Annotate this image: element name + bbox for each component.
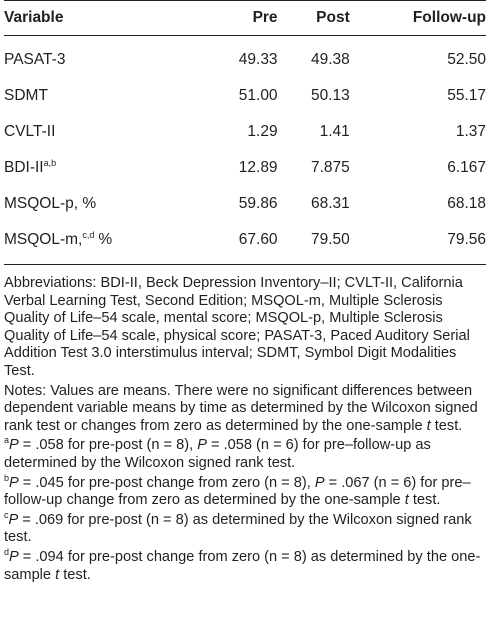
row-label: PASAT-3 [4, 51, 66, 68]
footnote-text: = .094 for pre-post change from zero (n … [4, 548, 481, 583]
footnote-marker: b [4, 472, 10, 483]
italic-text: t [55, 566, 60, 583]
row-label-cell: MSQOL-m,c,d% [4, 222, 206, 265]
data-table: Variable Pre Post Follow-up PASAT-3 49.33 49.… [4, 0, 486, 265]
value-cell: 12.89 [238, 159, 278, 176]
footnote-text: Notes: Values are means. There were no s… [4, 382, 478, 434]
italic-text: P [314, 474, 325, 491]
value-cell: 49.33 [238, 51, 278, 68]
value-cell: 1.37 [455, 123, 486, 140]
value-cell: 59.86 [238, 195, 278, 212]
row-label: SDMT [4, 87, 48, 104]
header-row: Variable Pre Post Follow-up [4, 0, 486, 36]
footnote: cP = .069 for pre-post (n = 8) as determ… [4, 509, 486, 547]
row-label-cell: CVLT-II [4, 114, 205, 150]
footnote-marker: c [4, 509, 9, 520]
value-cell: 67.60 [205, 222, 278, 265]
footnote-marker: c,d [82, 230, 95, 240]
footnote-text: test. [59, 566, 91, 583]
table-row: SDMT 51.00 50.13 55.17 [4, 78, 486, 114]
value-cell: 1.41 [319, 123, 350, 140]
value-cell: 68.31 [310, 195, 350, 212]
footnote-marker: a [4, 435, 10, 446]
footnotes: Abbreviations: BDI-II, Beck Depression I… [4, 275, 486, 584]
label-suffix: % [98, 231, 113, 248]
value-cell: 1.29 [247, 123, 278, 140]
footnote-text: Abbreviations: BDI-II, Beck Depression I… [4, 275, 470, 379]
column-header: Post [277, 0, 350, 36]
row-label: CVLT-II [4, 123, 56, 140]
value-cell: 51.00 [238, 87, 278, 104]
value-cell: 6.167 [447, 159, 486, 176]
value-cell: 49.38 [310, 51, 350, 68]
italic-text: P [197, 437, 207, 454]
italic-text: P [9, 437, 19, 454]
footnote-text: test. [408, 492, 441, 509]
table-body: PASAT-3 49.33 49.38 52.50 SDMT 51.00 50.13 55.1… [4, 36, 486, 265]
value-cell: 50.13 [310, 87, 350, 104]
footnote-text: = .069 for pre-post (n = 8) as determine… [4, 511, 472, 546]
row-label-cell: SDMT [4, 78, 205, 114]
table-row: BDI-IIa,b 12.89 7.875 6.167 [4, 150, 486, 186]
italic-text: t [426, 417, 431, 434]
row-label: MSQOL-m, [4, 231, 83, 248]
footnote-marker: d [4, 546, 10, 557]
footnote-text: = .045 for pre-post change from zero (n … [18, 474, 315, 491]
row-label-cell: MSQOL-p, % [4, 186, 205, 222]
table-row: MSQOL-m,c,d% 67.60 79.50 79.56 [4, 222, 486, 265]
italic-text: P [8, 511, 19, 528]
italic-text: P [9, 474, 19, 491]
column-header: Variable [4, 0, 206, 36]
footnote: aP = .058 for pre-post (n = 8), P = .058… [4, 435, 486, 472]
italic-text: P [9, 548, 19, 565]
value-cell: 52.50 [447, 51, 486, 68]
table-row: PASAT-3 49.33 49.38 52.50 [4, 36, 486, 79]
italic-text: t [404, 492, 409, 509]
table-row: MSQOL-p, % 59.86 68.31 68.18 [4, 186, 486, 222]
footnote: Abbreviations: BDI-II, Beck Depression I… [4, 275, 486, 381]
footnote-text: = .067 (n = 6) for pre–follow-up change … [4, 474, 471, 509]
table-row: CVLT-II 1.29 1.41 1.37 [4, 114, 486, 150]
footnote-text: = .058 for pre-post (n = 8), [18, 437, 198, 454]
value-cell: 55.17 [447, 87, 486, 104]
value-cell: 68.18 [447, 195, 486, 212]
row-label: MSQOL-p, % [4, 195, 97, 212]
value-cell: 79.56 [349, 222, 486, 265]
column-header: Pre [205, 0, 278, 36]
value-cell: 79.50 [277, 222, 350, 265]
row-label-cell: PASAT-3 [4, 36, 205, 79]
footnote: Notes: Values are means. There were no s… [4, 383, 486, 436]
column-header: Follow-up [349, 0, 486, 36]
value-cell: 7.875 [310, 159, 350, 176]
footnote-text: = .058 (n = 6) for pre–follow-up as dete… [4, 437, 431, 471]
footnote-text: test. [430, 417, 463, 434]
row-label-cell: BDI-IIa,b [4, 150, 205, 186]
footnote: bP = .045 for pre-post change from zero … [4, 472, 486, 510]
footnote: dP = .094 for pre-post change from zero … [4, 546, 486, 584]
footnote-marker: a,b [43, 158, 57, 168]
document: Variable Pre Post Follow-up PASAT-3 49.33 49.… [4, 0, 486, 584]
row-label: BDI-II [4, 159, 44, 176]
